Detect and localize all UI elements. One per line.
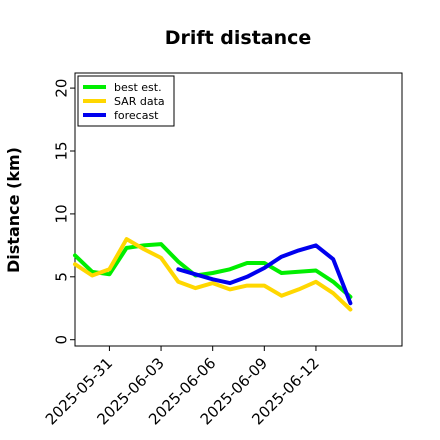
y-tick-label: 5: [52, 272, 70, 282]
plot-frame: [74, 72, 403, 347]
x-axis: 2025-05-312025-06-032025-06-062025-06-09…: [42, 346, 323, 428]
y-tick-label: 15: [52, 141, 70, 160]
y-tick-label: 20: [52, 79, 70, 98]
y-tick-label: 10: [52, 204, 70, 223]
legend-label: forecast: [114, 109, 159, 122]
y-axis-label: Distance (km): [4, 147, 23, 273]
y-axis: 0 5 10 15 20: [52, 79, 75, 345]
series-line-sar-data: [73, 237, 353, 312]
chart-title: Drift distance: [165, 27, 312, 49]
series-line-best-est: [73, 242, 353, 299]
legend-label: best est.: [114, 81, 162, 94]
series-line-forecast: [176, 243, 353, 306]
legend-label: SAR data: [114, 95, 165, 108]
series-layer: [73, 237, 353, 312]
y-tick-label: 0: [52, 335, 70, 345]
